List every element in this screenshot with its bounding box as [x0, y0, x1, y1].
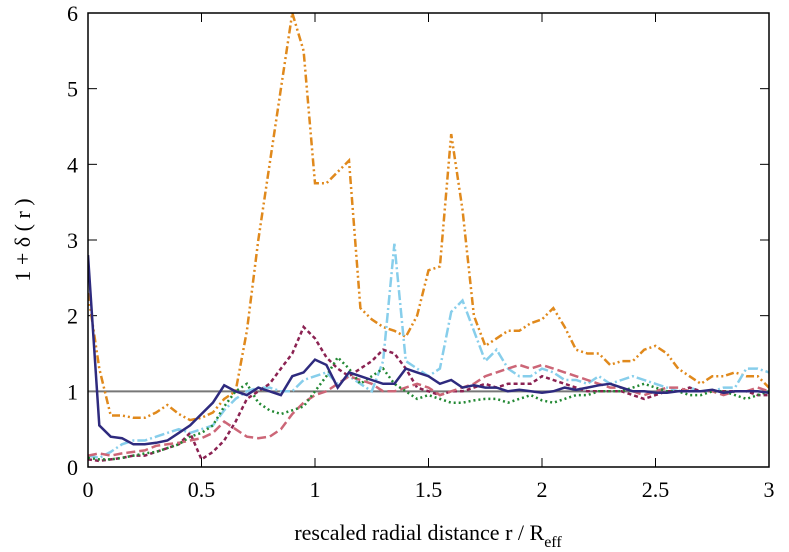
series-line [88, 355, 769, 461]
x-tick-label: 0 [83, 477, 94, 502]
y-tick-label: 2 [67, 304, 78, 329]
series-line [88, 12, 769, 422]
y-axis-label: 1 + δ ( r ) [10, 198, 35, 281]
x-tick-label: 1.5 [415, 477, 443, 502]
x-axis-label: rescaled radial distance r / Reff [294, 520, 562, 551]
x-tick-label: 1 [310, 477, 321, 502]
series-line [88, 324, 769, 463]
series-line [88, 363, 769, 457]
y-tick-label: 4 [67, 152, 78, 177]
x-tick-label: 0.5 [188, 477, 216, 502]
y-tick-label: 0 [67, 455, 78, 480]
y-tick-label: 1 [67, 379, 78, 404]
x-tick-label: 3 [764, 477, 775, 502]
y-tick-label: 5 [67, 77, 78, 102]
x-tick-label: 2.5 [642, 477, 670, 502]
x-tick-label: 2 [537, 477, 548, 502]
series-line [88, 255, 769, 446]
plot-frame [87, 12, 770, 468]
x-axis-label-subscript: eff [544, 534, 562, 551]
y-tick-label: 6 [67, 1, 78, 26]
x-axis-label-main: rescaled radial distance r / R [294, 520, 544, 545]
y-tick-label: 3 [67, 228, 78, 253]
